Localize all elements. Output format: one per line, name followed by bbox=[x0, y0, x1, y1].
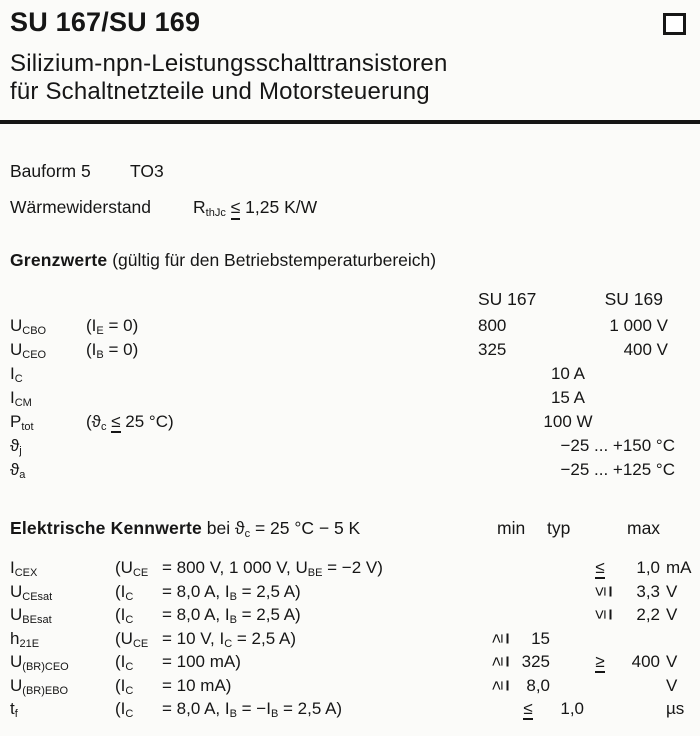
min-value: 15 bbox=[531, 628, 550, 648]
parameter-symbol: tf bbox=[10, 699, 18, 720]
less-equal-sign: ≤ bbox=[590, 609, 612, 620]
less-equal-sign: ≤ bbox=[590, 586, 612, 596]
table-row: tf (IC = 8,0 A, IB = −IB = 2,5 A) ≤1,0 µs bbox=[10, 697, 700, 721]
test-condition: (ϑc ≤ 25 °C) bbox=[86, 412, 174, 433]
parameter-symbol: UCEsat bbox=[10, 581, 53, 603]
value-shared: 15 A bbox=[550, 388, 586, 407]
kennwerte-table: ICEX (UCE = 800 V, 1 000 V, UBE = −2 V) ≤1,… bbox=[10, 556, 700, 721]
corner-square-icon bbox=[663, 13, 686, 35]
table-row: U(BR)EBO (IC = 10 mA) ≥8,0 V bbox=[10, 674, 700, 698]
parameter-symbol: UCBO bbox=[10, 316, 47, 337]
header: SU 167/SU 169 bbox=[10, 7, 700, 37]
kennwerte-heading-note: bei ϑc = 25 °C − 5 K bbox=[206, 518, 361, 540]
page-title: SU 167/SU 169 bbox=[10, 7, 201, 37]
test-condition: (IB = 0) bbox=[86, 340, 139, 361]
less-equal-sign: ≤ bbox=[523, 699, 533, 720]
grenzwerte-table: UCBO (IE = 0) 800 1 000 V UCEO (IB = 0) 325 400… bbox=[10, 314, 700, 482]
parameter-symbol: IC bbox=[10, 364, 23, 385]
divider-rule bbox=[0, 120, 700, 124]
thermal-line: Wärmewiderstand RthJc ≤ 1,25 K/W bbox=[10, 196, 700, 220]
bauform-label: Bauform 5 bbox=[10, 161, 91, 181]
table-row: U(BR)CEO (IC = 100 mA) ≥325 ≥400 V bbox=[10, 650, 700, 674]
package-type: TO3 bbox=[130, 161, 164, 181]
min-value: 325 bbox=[521, 652, 550, 671]
value-shared: −25 ... +125 °C bbox=[560, 460, 675, 479]
greater-equal-sign: ≥ bbox=[595, 652, 605, 673]
kennwerte-heading-bold: Elektrische Kennwerte bbox=[10, 518, 202, 538]
value-shared: −25 ... +150 °C bbox=[560, 436, 675, 455]
table-row: UCEO (IB = 0) 325 400 V bbox=[10, 338, 700, 362]
value-shared: 10 A bbox=[550, 364, 586, 383]
table-row: ICEX (UCE = 800 V, 1 000 V, UBE = −2 V) ≤1,… bbox=[10, 556, 700, 580]
test-condition: (IE = 0) bbox=[86, 316, 139, 337]
test-condition: (IC = 10 mA) bbox=[115, 675, 232, 697]
test-condition: (IC = 8,0 A, IB = −IB = 2,5 A) bbox=[115, 699, 343, 720]
table-row: h21E (UCE = 10 V, IC = 2,5 A) ≥15 bbox=[10, 627, 700, 651]
parameter-symbol: Ptot bbox=[10, 412, 34, 433]
parameter-symbol: ICEX bbox=[10, 558, 38, 579]
kennwerte-heading: Elektrische Kennwerte bei ϑc = 25 °C − 5… bbox=[10, 517, 700, 540]
value-shared: 100 W bbox=[543, 412, 593, 431]
grenzwerte-heading-note: (gültig für den Betriebstemperaturbereic… bbox=[112, 250, 437, 270]
value-su169: 1 000 V bbox=[609, 316, 668, 335]
unit-label: V bbox=[666, 652, 678, 671]
subtitle-line-2: für Schaltnetzteile und Motorsteuerung bbox=[10, 78, 430, 105]
unit-label: mA bbox=[666, 558, 692, 577]
typ-value: 1,0 bbox=[560, 699, 584, 718]
bauform-line: Bauform 5 TO3 bbox=[10, 160, 700, 182]
column-header-max: max bbox=[627, 518, 661, 538]
parameter-symbol: h21E bbox=[10, 628, 40, 650]
test-condition: (IC = 8,0 A, IB = 2,5 A) bbox=[115, 605, 301, 626]
grenzwerte-heading: Grenzwerte (gültig für den Betriebstempe… bbox=[10, 249, 700, 271]
column-header-typ: typ bbox=[547, 518, 571, 538]
table-row: ϑj −25 ... +150 °C bbox=[10, 434, 700, 458]
parameter-symbol: ϑj bbox=[10, 436, 22, 457]
max-value: 2,2 bbox=[636, 605, 660, 624]
table-row: ϑa −25 ... +125 °C bbox=[10, 458, 700, 482]
grenzwerte-column-headers: SU 167 SU 169 bbox=[10, 289, 700, 311]
value-su167: 325 bbox=[478, 340, 507, 359]
thermal-label: Wärmewiderstand bbox=[10, 197, 152, 217]
max-value: 400 bbox=[631, 652, 660, 671]
test-condition: (UCE = 10 V, IC = 2,5 A) bbox=[115, 628, 296, 650]
subtitle: Silizium-npn-Leistungsschalttransistoren… bbox=[10, 50, 700, 106]
less-equal-sign: ≤ bbox=[595, 558, 605, 579]
grenzwerte-heading-bold: Grenzwerte bbox=[10, 250, 108, 270]
unit-label: V bbox=[666, 581, 678, 601]
unit-label: V bbox=[666, 675, 678, 695]
unit-label: V bbox=[666, 605, 678, 624]
column-header-su167: SU 167 bbox=[478, 289, 537, 309]
test-condition: (IC = 8,0 A, IB = 2,5 A) bbox=[115, 581, 301, 603]
test-condition: (UCE = 800 V, 1 000 V, UBE = −2 V) bbox=[115, 558, 383, 579]
min-value: 8,0 bbox=[526, 675, 550, 695]
parameter-symbol: UCEO bbox=[10, 340, 47, 361]
unit-label: µs bbox=[666, 699, 685, 718]
max-value: 1,0 bbox=[636, 558, 660, 577]
test-condition: (IC = 100 mA) bbox=[115, 652, 241, 673]
value-su169: 400 V bbox=[623, 340, 668, 359]
table-row: UCEsat (IC = 8,0 A, IB = 2,5 A) ≤3,3 V bbox=[10, 580, 700, 604]
table-row: UCBO (IE = 0) 800 1 000 V bbox=[10, 314, 700, 338]
value-su167: 800 bbox=[478, 316, 507, 335]
subtitle-line-1: Silizium-npn-Leistungsschalttransistoren bbox=[10, 50, 448, 77]
table-row: Ptot (ϑc ≤ 25 °C) 100 W bbox=[10, 410, 700, 434]
parameter-symbol: ϑa bbox=[10, 460, 26, 481]
max-value: 3,3 bbox=[636, 581, 660, 601]
column-header-min: min bbox=[497, 518, 526, 538]
parameter-symbol: ICM bbox=[10, 388, 32, 409]
table-row: ICM 15 A bbox=[10, 386, 700, 410]
table-row: UBEsat (IC = 8,0 A, IB = 2,5 A) ≤2,2 V bbox=[10, 603, 700, 627]
parameter-symbol: UBEsat bbox=[10, 605, 52, 626]
parameter-symbol: U(BR)EBO bbox=[10, 675, 69, 697]
table-row: IC 10 A bbox=[10, 362, 700, 386]
thermal-value: RthJc ≤ 1,25 K/W bbox=[193, 197, 318, 220]
parameter-symbol: U(BR)CEO bbox=[10, 652, 69, 673]
column-header-su169: SU 169 bbox=[604, 289, 663, 309]
